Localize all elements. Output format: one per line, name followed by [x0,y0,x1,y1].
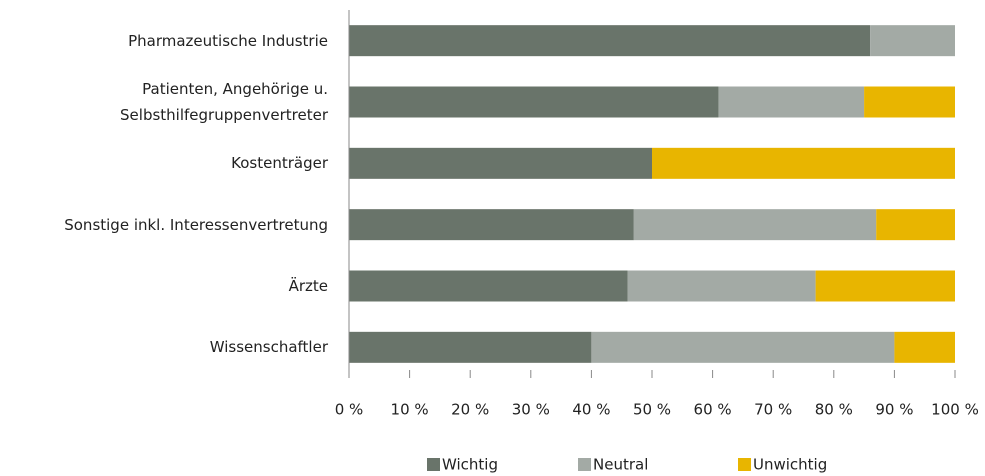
legend-swatch [738,458,751,471]
x-tick-label: 80 % [815,401,853,419]
bar-segment [627,270,816,302]
x-tick-label: 100 % [931,401,979,419]
y-tick-label: Sonstige inkl. Interessenvertretung [64,215,328,234]
legend-label: Neutral [593,456,648,474]
bar-segment [349,331,592,363]
legend-swatch [427,458,440,471]
x-tick-label: 20 % [451,401,489,419]
x-tick-label: 0 % [335,401,364,419]
x-tick-label: 10 % [391,401,429,419]
bar-segment [894,331,955,363]
bar-segment [349,209,634,241]
y-tick-label: Ärzte [288,277,328,295]
legend-swatch [578,458,591,471]
y-tick-label: Pharmazeutische Industrie [128,31,328,50]
x-tick-label: 50 % [633,401,671,419]
x-tick-label: 90 % [875,401,913,419]
x-tick-label: 40 % [572,401,610,419]
x-tick-label: 30 % [512,401,550,419]
bar-segment [349,270,628,302]
bar-segment [652,147,955,179]
y-tick-label: Patienten, Angehörige u. Selbsthilfegrup… [120,80,328,124]
y-tick-label: Wissenschaftler [209,338,328,357]
bar-segment [870,25,955,57]
legend-label: Unwichtig [753,456,827,474]
bar-segment [349,147,652,179]
legend-label: Wichtig [442,456,498,474]
bar-segment [591,331,895,363]
bar-segment [718,86,865,118]
bar-segment [349,25,871,57]
x-tick-label: 70 % [754,401,792,419]
x-tick-label: 60 % [694,401,732,419]
bar-segment [349,86,719,118]
bar-segment [815,270,955,302]
bar-segment [876,209,955,241]
bar-segment [864,86,955,118]
bar-segment [633,209,877,241]
y-tick-label: Kostenträger [231,154,328,173]
